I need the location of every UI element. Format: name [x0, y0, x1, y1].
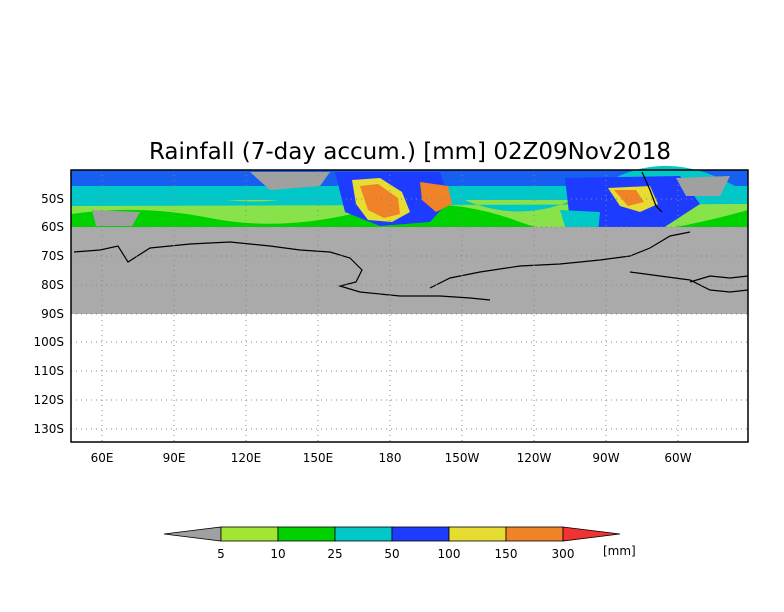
lat-label: 70S [41, 249, 64, 263]
lat-label: 100S [33, 335, 64, 349]
lat-label: 90S [41, 307, 64, 321]
lat-label: 120S [33, 393, 64, 407]
lon-label: 150E [303, 451, 334, 465]
lat-label: 80S [41, 278, 64, 292]
map-panel [70, 165, 749, 443]
colorbar-tick-label: 300 [552, 547, 575, 561]
lon-label: 60E [91, 451, 114, 465]
longitude-axis: 60E 90E 120E 150E 180 150W 120W 90W 60W [91, 451, 692, 465]
lon-label: 120W [517, 451, 552, 465]
colorbar-unit-label: [mm] [603, 544, 636, 558]
rainfall-field [71, 165, 748, 236]
map-frame [70, 169, 749, 443]
coastline [73, 171, 749, 301]
colorbar-tick-label: 5 [217, 547, 225, 561]
colorbar-arrow-low [163, 526, 222, 542]
lon-label: 120E [231, 451, 262, 465]
colorbar-segment [505, 526, 564, 542]
lat-label: 60S [41, 220, 64, 234]
colorbar-segment [277, 526, 336, 542]
colorbar-tick-label: 25 [327, 547, 342, 561]
map-title: Rainfall (7-day accum.) [mm] 02Z09Nov201… [149, 139, 671, 165]
lon-label: 90E [163, 451, 186, 465]
colorbar-arrow-high [562, 526, 621, 542]
colorbar-segment [220, 526, 279, 542]
colorbar-segment [448, 526, 507, 542]
lon-label: 180 [379, 451, 402, 465]
lat-label: 110S [33, 364, 64, 378]
colorbar-tick-label: 100 [438, 547, 461, 561]
graticule [71, 170, 748, 442]
colorbar-tick-label: 150 [495, 547, 518, 561]
colorbar-segment [391, 526, 450, 542]
lon-label: 90W [592, 451, 619, 465]
latitude-axis: 50S 60S 70S 80S 90S 100S 110S 120S 130S [33, 192, 64, 436]
lat-label: 130S [33, 422, 64, 436]
colorbar-legend: 5 10 25 50 100 150 300 [mm] [163, 526, 636, 561]
colorbar-tick-label: 50 [384, 547, 399, 561]
colorbar-tick-label: 10 [270, 547, 285, 561]
lon-label: 150W [445, 451, 480, 465]
lat-label: 50S [41, 192, 64, 206]
antarctica-land-mask [71, 227, 748, 314]
colorbar-segment [334, 526, 393, 542]
lon-label: 60W [664, 451, 691, 465]
